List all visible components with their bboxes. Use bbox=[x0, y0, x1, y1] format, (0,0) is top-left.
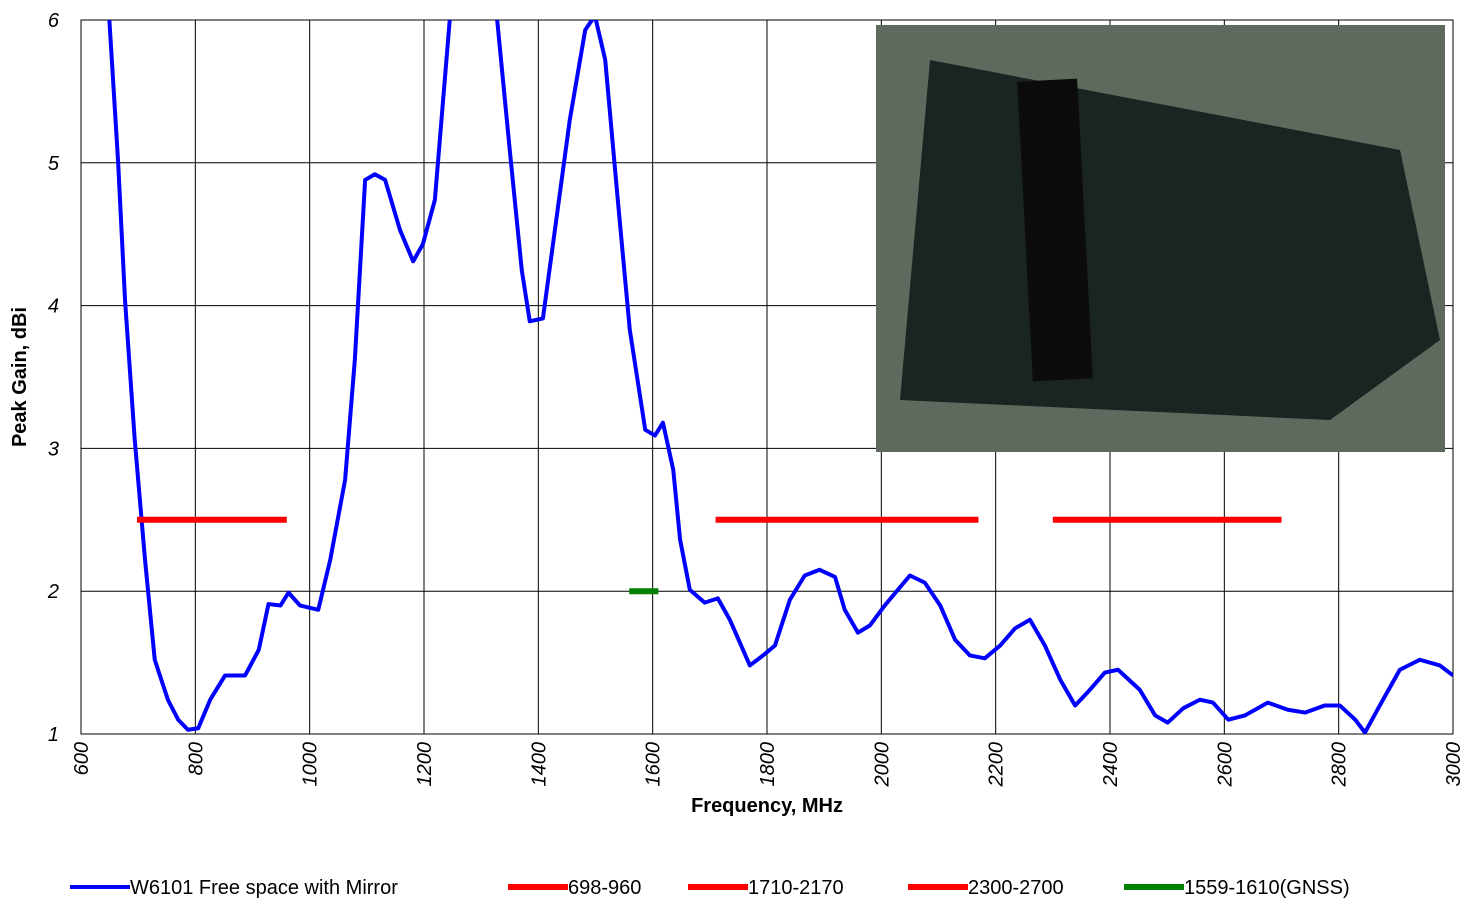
y-tick-label: 6 bbox=[48, 10, 60, 32]
y-axis-title: Peak Gain, dBi bbox=[9, 307, 31, 447]
plot-area bbox=[107, 20, 1453, 734]
legend-label: 2300-2700 bbox=[968, 877, 1064, 899]
x-tick-label: 2000 bbox=[871, 742, 893, 788]
y-tick-label: 3 bbox=[48, 438, 59, 460]
x-tick-label: 1000 bbox=[300, 742, 322, 787]
x-tick-label: 1800 bbox=[757, 742, 779, 787]
x-tick-label: 1200 bbox=[414, 742, 436, 787]
legend-label: W6101 Free space with Mirror bbox=[130, 877, 398, 899]
x-tick-label: 2400 bbox=[1100, 742, 1122, 788]
x-tick-label: 2800 bbox=[1329, 742, 1351, 788]
x-axis-title: Frequency, MHz bbox=[691, 795, 843, 817]
x-tick-label: 2200 bbox=[986, 742, 1008, 788]
y-tick-label: 2 bbox=[47, 581, 59, 603]
y-tick-label: 5 bbox=[48, 153, 60, 175]
x-tick-label: 600 bbox=[71, 742, 93, 775]
x-tick-label: 800 bbox=[185, 742, 207, 775]
y-tick-label: 1 bbox=[48, 724, 59, 746]
inset-photo-antenna bbox=[1017, 78, 1093, 382]
x-tick-label: 1400 bbox=[528, 742, 550, 787]
legend-label: 698-960 bbox=[568, 877, 641, 899]
legend-label: 1710-2170 bbox=[748, 877, 844, 899]
x-tick-label: 1600 bbox=[643, 742, 665, 787]
y-tick-label: 4 bbox=[48, 296, 59, 318]
legend-label: 1559-1610(GNSS) bbox=[1184, 877, 1350, 899]
plot-frame bbox=[80, 19, 1454, 735]
x-tick-label: 2600 bbox=[1214, 742, 1236, 788]
legend: W6101 Free space with Mirror 698-960 1710-… bbox=[70, 877, 1350, 899]
series-line bbox=[107, 20, 1453, 734]
x-tick-label: 3000 bbox=[1443, 742, 1465, 787]
